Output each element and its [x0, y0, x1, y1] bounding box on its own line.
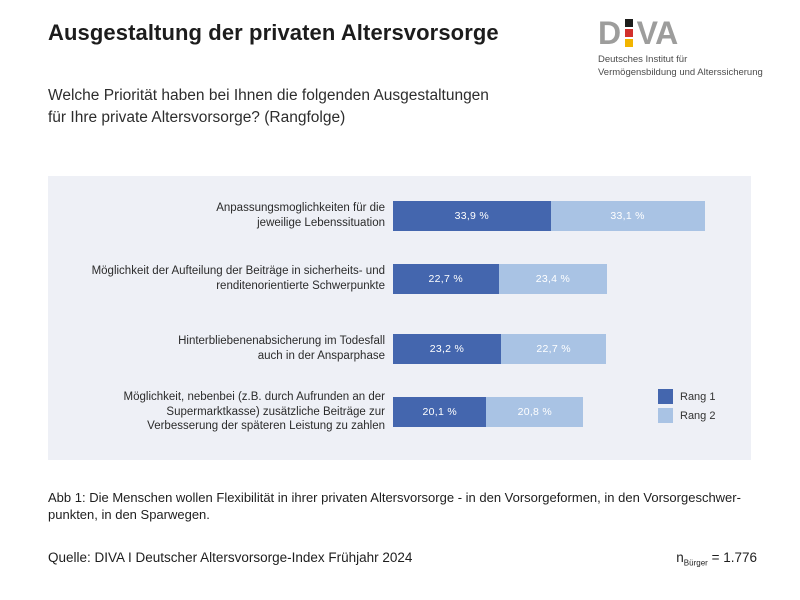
- chart-row: Hinterbliebenenabsicherung im Todesfall a…: [48, 334, 751, 364]
- category-label: Möglichkeit der Aufteilung der Beiträge …: [48, 264, 385, 294]
- value-label: 33,9 %: [454, 210, 490, 222]
- legend-swatch: [658, 389, 673, 404]
- stacked-bar: 23,2 % 22,7 %: [393, 334, 607, 364]
- value-label: 20,1 %: [422, 406, 457, 418]
- legend-label: Rang 1: [680, 390, 716, 403]
- legend-item: Rang 2: [658, 408, 715, 423]
- survey-question-line2: für Ihre private Altersvorsorge? (Rangfo…: [48, 109, 346, 127]
- category-label-line: Möglichkeit der Aufteilung der Beiträge …: [91, 265, 385, 278]
- flag-gold-square: [624, 39, 633, 47]
- category-label-line: Verbesserung der späteren Leistung zu za…: [147, 420, 385, 433]
- value-label: 23,2 %: [429, 343, 465, 355]
- survey-question: Welche Priorität haben bei Ihnen die fol…: [48, 85, 489, 130]
- category-label-line: Anpassungsmoglichkeiten für die: [216, 202, 385, 215]
- chart-row: Möglichkeit der Aufteilung der Beiträge …: [48, 264, 751, 294]
- figure-caption-line1: Abb 1: Die Menschen wollen Flexibilität …: [48, 490, 741, 505]
- bar-segment-rang-1: 20,1 %: [393, 397, 487, 427]
- source-row: Quelle: DIVA I Deutscher Altersvorsorge-…: [48, 550, 757, 568]
- category-label: Anpassungsmoglichkeiten für die jeweilige…: [48, 201, 385, 231]
- category-label-line: jeweilige Lebenssituation: [257, 217, 385, 229]
- value-label: 22,7 %: [428, 273, 464, 285]
- category-label-line: Möglichkeit, nebenbei (z.B. durch Aufrun…: [123, 390, 385, 403]
- german-flag-icon: [624, 19, 633, 47]
- value-label: 22,7 %: [536, 343, 571, 355]
- diva-logo-letters: D VA: [598, 15, 793, 51]
- logo-tagline-line1: Deutsches Institut für: [598, 54, 688, 65]
- sample-size-subscript: Bürger: [683, 558, 708, 568]
- bar-segment-rang-2: 20,8 %: [486, 397, 584, 427]
- legend: Rang 1 Rang 2: [658, 389, 715, 423]
- flag-black-square: [624, 19, 633, 27]
- logo-tagline-line2: Vermögensbildung und Alterssicherung: [598, 66, 763, 78]
- sample-size-symbol: n: [676, 550, 684, 565]
- chart-row: Anpassungsmoglichkeiten für die jeweilige…: [48, 201, 751, 231]
- figure-caption: Abb 1: Die Menschen wollen Flexibilität …: [48, 489, 758, 523]
- category-label-line: auch in der Ansparphase: [257, 350, 385, 362]
- stacked-bar: 33,9 % 33,1 %: [393, 201, 705, 231]
- source-text: Quelle: DIVA I Deutscher Altersvorsorge-…: [48, 550, 413, 565]
- stacked-bar: 20,1 % 20,8 %: [393, 397, 584, 427]
- value-label: 20,8 %: [517, 406, 553, 418]
- bar-segment-rang-1: 23,2 %: [393, 334, 501, 364]
- legend-swatch: [658, 408, 673, 423]
- category-label-line: Hinterbliebenenabsicherung im Todesfall: [178, 335, 385, 348]
- diva-logo: D VA Deutsches Institut für Vermögensbil…: [598, 15, 793, 80]
- chart-panel: Anpassungsmoglichkeiten für die jeweilige…: [48, 176, 751, 460]
- bar-segment-rang-2: 22,7 %: [500, 334, 607, 364]
- flag-red-square: [624, 29, 633, 37]
- bar-segment-rang-2: 33,1 %: [550, 201, 705, 231]
- survey-question-line1: Welche Priorität haben bei Ihnen die fol…: [48, 87, 489, 104]
- bar-segment-rang-1: 33,9 %: [393, 201, 551, 231]
- bar-segment-rang-2: 23,4 %: [498, 264, 608, 294]
- logo-letters-va: VA: [636, 15, 679, 51]
- logo-tagline: Deutsches Institut für Vermögensbildung …: [598, 54, 793, 80]
- bar-segment-rang-1: 22,7 %: [393, 264, 499, 294]
- sample-size-value: = 1.776: [711, 550, 757, 565]
- sample-size: nBürger = 1.776: [676, 550, 757, 568]
- stacked-bar: 22,7 % 23,4 %: [393, 264, 608, 294]
- page-title: Ausgestaltung der privaten Altersvorsorg…: [48, 20, 499, 45]
- figure-caption-line2: punkten, in den Sparwegen.: [48, 507, 210, 523]
- legend-item: Rang 1: [658, 389, 715, 404]
- category-label: Möglichkeit, nebenbei (z.B. durch Aufrun…: [48, 390, 385, 435]
- category-label-line: renditenorientierte Schwerpunkte: [216, 280, 385, 292]
- value-label: 33,1 %: [610, 210, 645, 222]
- logo-letter-d: D: [598, 15, 621, 51]
- value-label: 23,4 %: [535, 273, 571, 285]
- category-label: Hinterbliebenenabsicherung im Todesfall a…: [48, 334, 385, 364]
- chart-row: Möglichkeit, nebenbei (z.B. durch Aufrun…: [48, 391, 751, 432]
- legend-label: Rang 2: [680, 409, 716, 422]
- category-label-line: Supermarktkasse) zusätzliche Beiträge zu…: [166, 405, 385, 418]
